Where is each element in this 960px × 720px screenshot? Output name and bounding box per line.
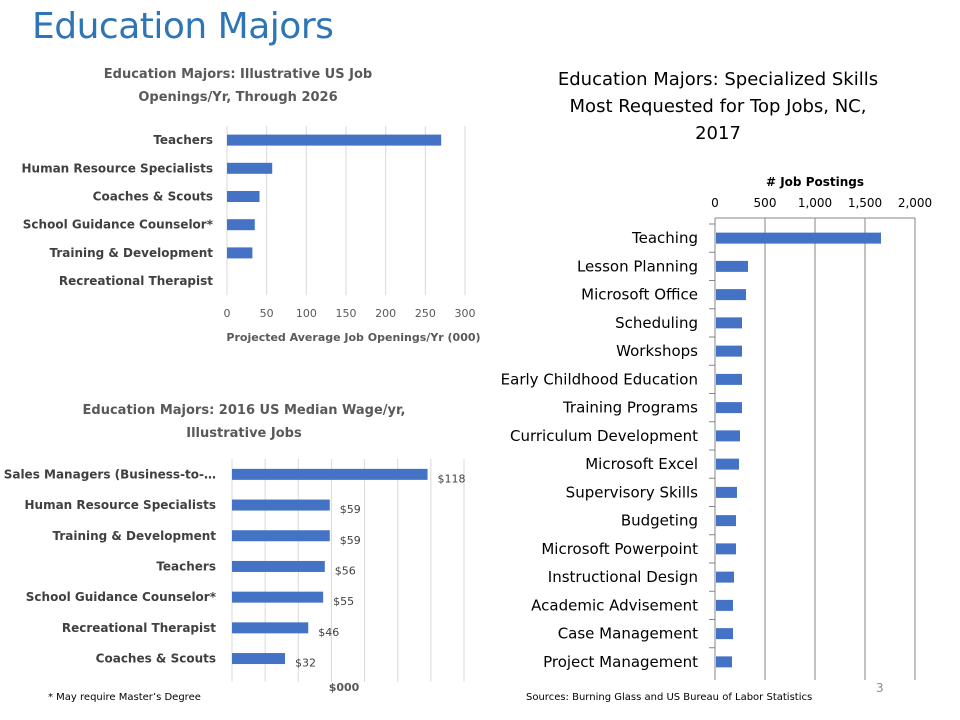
category-label: Teaching: [631, 229, 698, 247]
chart-title-line: 2017: [695, 123, 741, 144]
bar: [232, 591, 324, 603]
x-tick-label: 1,500: [848, 196, 882, 210]
bar: [716, 317, 742, 329]
x-tick-label: 2,000: [898, 196, 932, 210]
chart-median-wage: Education Majors: 2016 US Median Wage/yr…: [4, 403, 466, 694]
category-label: Microsoft Powerpoint: [541, 540, 698, 558]
bar: [232, 653, 286, 665]
category-label: Teachers: [153, 133, 213, 147]
bar: [716, 486, 737, 498]
bar: [232, 530, 330, 542]
category-label: Case Management: [558, 625, 698, 643]
sources-note: Sources: Burning Glass and US Bureau of …: [526, 692, 813, 703]
bar: [716, 515, 736, 527]
x-tick-label: 1,000: [798, 196, 832, 210]
bar: [716, 260, 748, 272]
bar: [716, 599, 733, 611]
bar: [227, 134, 442, 146]
data-label: $59: [340, 534, 361, 547]
category-label: Training & Development: [52, 529, 216, 543]
category-label: Lesson Planning: [577, 257, 698, 275]
chart-title-line: Openings/Yr, Through 2026: [138, 90, 337, 105]
x-tick-label: 150: [336, 307, 357, 320]
chart-specialized-skills: Education Majors: Specialized Skills Most…: [501, 69, 932, 680]
category-label: Instructional Design: [548, 568, 698, 586]
category-label: School Guidance Counselor*: [23, 218, 214, 232]
bar: [716, 345, 742, 357]
bar: [716, 543, 736, 555]
bar: [716, 628, 733, 640]
x-tick-label: 250: [415, 307, 436, 320]
bar: [227, 191, 260, 202]
x-tick-label: 50: [260, 307, 274, 320]
category-label: School Guidance Counselor*: [26, 590, 217, 604]
bar: [716, 571, 734, 583]
category-label: Project Management: [543, 653, 698, 671]
bar: [232, 468, 428, 480]
category-label: Training Programs: [562, 399, 698, 417]
category-label: Recreational Therapist: [59, 274, 213, 288]
category-label: Microsoft Office: [581, 286, 698, 304]
x-tick-label: 500: [754, 196, 777, 210]
x-axis-title: # Job Postings: [766, 175, 864, 189]
bar: [716, 656, 732, 668]
bar: [716, 402, 742, 414]
chart-title-line: Illustrative Jobs: [186, 426, 302, 441]
page-title: Education Majors: [32, 6, 334, 47]
bar: [232, 499, 330, 511]
category-label: Budgeting: [621, 512, 698, 530]
data-label: $118: [438, 472, 466, 485]
chart-title-line: Most Requested for Top Jobs, NC,: [570, 96, 867, 117]
category-label: Recreational Therapist: [62, 621, 216, 635]
x-tick-label: 0: [711, 196, 719, 210]
category-label: Early Childhood Education: [501, 370, 698, 388]
category-label: Scheduling: [615, 314, 698, 332]
bar: [716, 430, 740, 442]
category-label: Workshops: [616, 342, 698, 360]
category-label: Coaches & Scouts: [96, 652, 216, 666]
category-label: Human Resource Specialists: [24, 498, 216, 512]
category-label: Academic Advisement: [531, 596, 698, 614]
chart-title-line: Education Majors: 2016 US Median Wage/yr…: [83, 403, 406, 418]
x-tick-label: 300: [455, 307, 476, 320]
category-label: Coaches & Scouts: [93, 190, 213, 204]
category-label: Training & Development: [49, 246, 213, 260]
data-label: $46: [318, 626, 339, 639]
chart-title-line: Education Majors: Specialized Skills: [558, 69, 878, 90]
bar: [232, 560, 325, 572]
x-axis-title: Projected Average Job Openings/Yr (000): [226, 331, 480, 344]
category-label: Teachers: [156, 559, 216, 573]
category-label: Curriculum Development: [510, 427, 698, 445]
chart-job-openings: Education Majors: Illustrative US Job Ope…: [21, 67, 480, 344]
data-label: $59: [340, 503, 361, 516]
x-tick-label: 0: [224, 307, 231, 320]
x-axis-title: $000: [329, 681, 360, 694]
bar: [716, 232, 881, 244]
category-label: Human Resource Specialists: [21, 161, 213, 175]
bar: [227, 162, 273, 174]
x-tick-label: 100: [296, 307, 317, 320]
x-tick-label: 200: [375, 307, 396, 320]
category-label: Sales Managers (Business-to-…: [4, 467, 216, 481]
chart-title-line: Education Majors: Illustrative US Job: [104, 67, 372, 82]
data-label: $56: [335, 564, 356, 577]
bar: [716, 458, 739, 470]
slide-number: 3: [876, 681, 884, 695]
bar: [232, 622, 309, 634]
bar: [227, 219, 255, 231]
footnote-masters: * May require Master’s Degree: [48, 692, 201, 703]
category-label: Microsoft Excel: [585, 455, 698, 473]
bar: [716, 373, 742, 385]
bar: [716, 289, 746, 301]
data-label: $32: [295, 657, 316, 670]
bar: [227, 247, 253, 259]
category-label: Supervisory Skills: [566, 483, 699, 501]
data-label: $55: [333, 595, 354, 608]
